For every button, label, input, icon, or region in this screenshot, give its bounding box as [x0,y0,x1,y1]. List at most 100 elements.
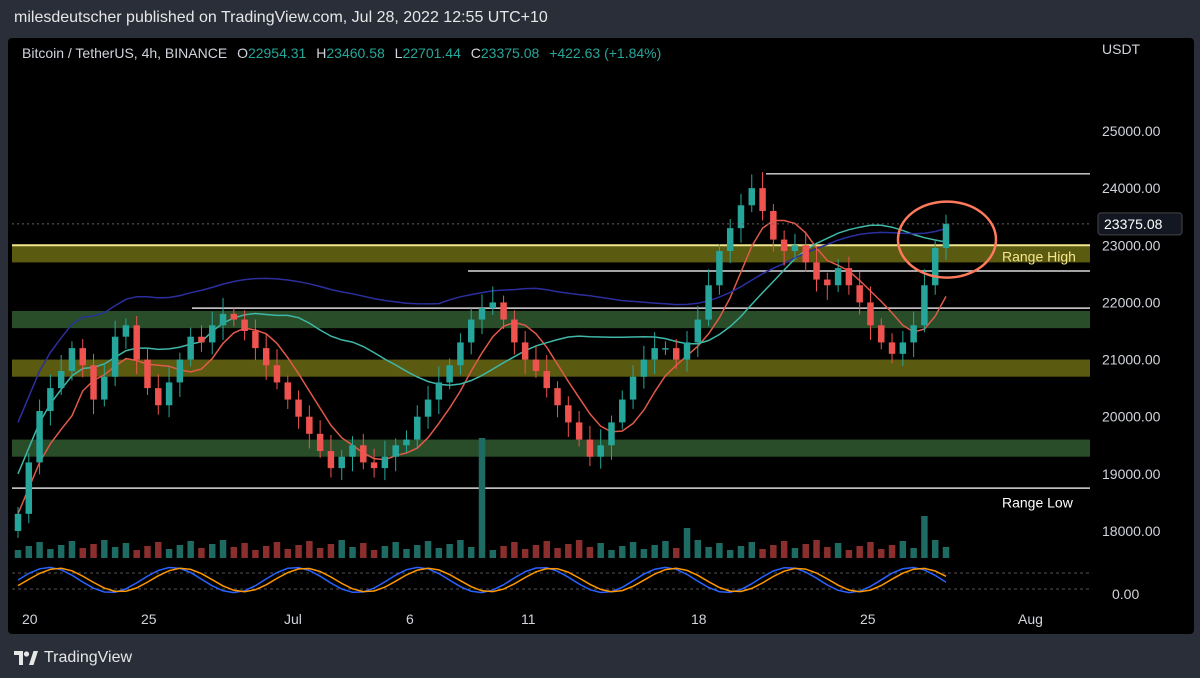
volume-bar [424,541,432,558]
candle-body [165,382,173,406]
volume-bar [467,547,475,558]
candle-body [791,245,799,251]
volume-bar [273,542,281,558]
volume-bar [586,547,594,558]
volume-bar [748,542,756,558]
candle-body [672,348,680,360]
legend-change: +422.63 (+1.84%) [549,45,661,61]
candle-body [36,410,43,463]
volume-bar [435,548,443,558]
volume-bar [457,540,464,558]
volume-bar [14,550,22,558]
annotations-layer: Range High Range Low [896,200,1076,510]
candle-body [381,456,389,469]
volume-bar [931,540,939,558]
volume-bar [370,550,378,558]
candle-body [651,348,658,360]
tradingview-logo[interactable]: TradingView [14,649,132,667]
candle-body [25,462,33,514]
volume-bar [759,549,766,558]
candle-body [608,422,615,446]
volume-bar [101,540,108,558]
candle-body [457,342,464,366]
levels-layer [12,173,1090,489]
volume-bar [306,541,313,558]
volume-bar [208,544,216,558]
candle-body [414,416,421,440]
volume-bar [165,549,173,558]
x-tick-label: 11 [521,611,536,627]
price-axis[interactable]: 25000.00 24000.00 23000.00 22000.00 21000.00… [12,123,1183,602]
volume-bar [629,542,637,558]
candle-body [392,445,399,457]
volume-bar [597,543,604,558]
y-tick-label: 18000.00 [1102,523,1161,539]
volume-bar [122,543,130,558]
volume-bar [672,548,680,558]
candle-body [306,416,313,434]
y-tick-label: 22000.00 [1102,294,1161,310]
volume-bar [554,548,561,558]
legend-high-label: H [316,45,326,61]
y-tick-label: 25000.00 [1102,123,1161,139]
legend-low: 22701.44 [402,45,461,61]
volume-bar [802,544,809,558]
y-tick-label: 21000.00 [1102,352,1161,368]
candle-body [176,359,184,383]
candle-body [295,399,302,417]
tradingview-logo-icon [14,651,38,665]
volume-bar [500,546,507,558]
volume-bar [899,541,907,558]
x-tick-label: Aug [1018,611,1043,627]
y-tick-label: 20000.00 [1102,409,1161,425]
candle-body [716,250,723,286]
oscillator-layer [12,566,1090,594]
osc-d-line [17,567,947,593]
candle-body [79,348,86,366]
candle-body [230,313,238,320]
candle-body [770,210,777,240]
svg-text:Bitcoin / TetherUS, 4h, BINANC: Bitcoin / TetherUS, 4h, BINANCE O22954.3… [22,45,661,61]
candle-body [899,342,907,354]
candle-body [68,348,76,371]
volume-bar [489,550,497,558]
volume-bar [888,545,896,558]
candle-body [856,285,863,303]
volume-bar [867,542,874,558]
volume-bar [834,543,842,558]
moving-averages-layer [17,219,947,515]
price-chart-svg[interactable]: 25000.00 24000.00 23000.00 22000.00 21000.00… [8,38,1194,634]
candle-body [683,342,691,360]
footer-bar: TradingView [0,634,1200,678]
volume-bar [910,548,917,558]
volume-bar [511,542,518,558]
volume-bar [349,547,356,558]
candle-body [931,247,939,286]
legend-symbol: Bitcoin / TetherUS, 4h, BINANCE [22,45,227,61]
candle-body [543,370,550,389]
zones-layer [12,244,1090,457]
volume-bar [662,541,669,558]
volume-bar [532,545,540,558]
last-price-badge [1097,212,1183,236]
volume-bar [25,546,33,558]
candle-body [888,342,896,354]
candle-body [500,302,507,320]
candle-body [284,382,292,400]
legend-close: 23375.08 [481,45,540,61]
candle-body [554,388,561,406]
chart-area[interactable]: 25000.00 24000.00 23000.00 22000.00 21000.00… [8,38,1194,634]
candle-body [597,445,604,457]
candle-body [521,342,529,360]
candle-body [101,376,108,400]
legend-close-label: C [471,45,481,61]
volume-bar [176,545,184,558]
candle-body [155,388,162,406]
candle-body [90,365,97,400]
zone-3 [12,439,1090,457]
volume-bar [338,540,345,558]
candle-body [435,382,443,400]
volume-bar [295,545,302,558]
time-axis[interactable]: 20 25 Jul 6 11 18 25 Aug [22,611,1043,627]
candle-body [845,268,853,286]
